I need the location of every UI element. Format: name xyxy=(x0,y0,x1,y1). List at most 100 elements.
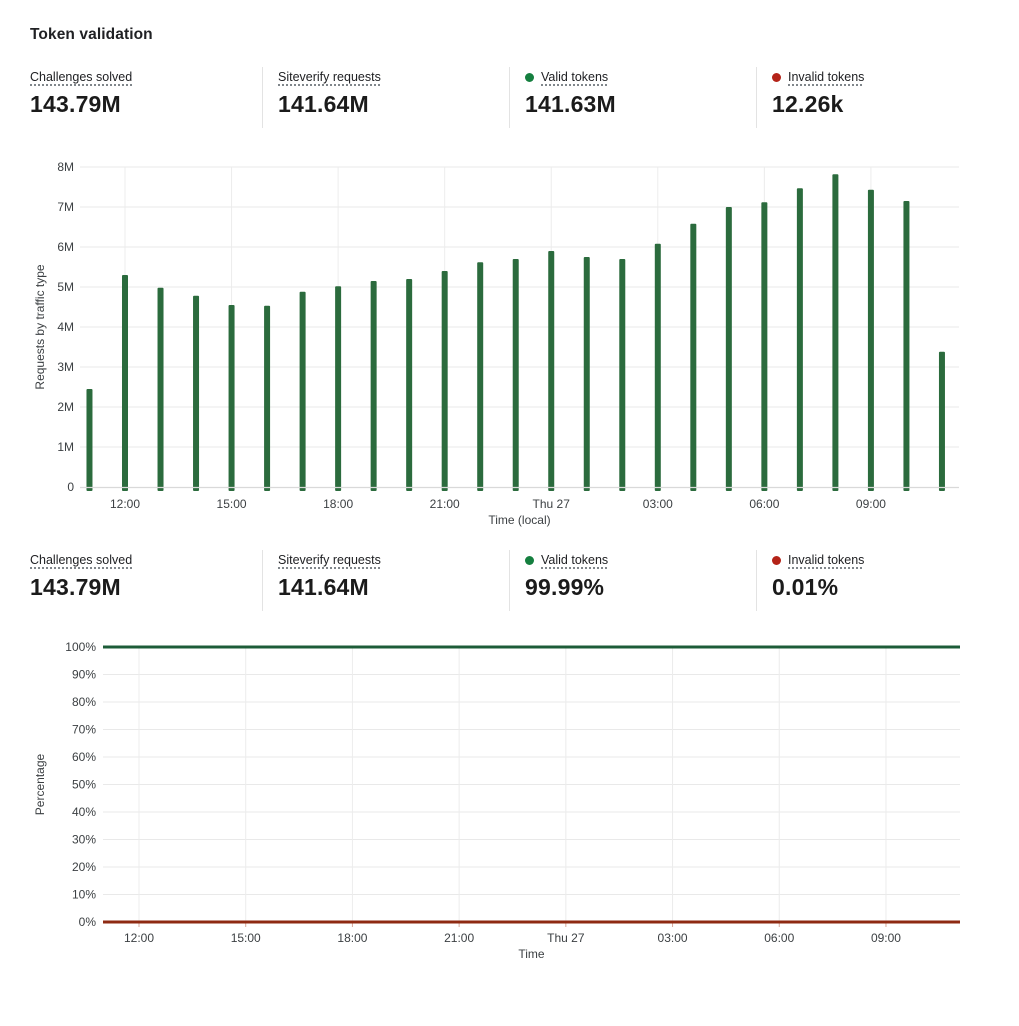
invalid-tokens-dot-icon xyxy=(772,555,781,565)
stat-valid-tokens-pct: Valid tokens 99.99% xyxy=(509,550,756,611)
y-tick-label: 5M xyxy=(57,280,74,294)
traffic-bar-chart[interactable]: 0 1M 2M 3M 4M 5M 6M 7M 8M 12:00 15:00 18:00 21:00 Thu… xyxy=(30,152,989,532)
bar[interactable] xyxy=(583,257,590,491)
bar[interactable] xyxy=(761,202,768,491)
bar[interactable] xyxy=(441,271,448,491)
y-tick-label: 100% xyxy=(65,640,96,654)
stat-value-challenges-solved: 143.79M xyxy=(30,574,121,600)
y-tick-label: 1M xyxy=(57,440,74,454)
stat-label-challenges-solved[interactable]: Challenges solved xyxy=(30,70,133,84)
bar[interactable] xyxy=(228,305,235,491)
bar[interactable] xyxy=(832,174,839,491)
bars[interactable] xyxy=(86,174,945,492)
stat-value-siteverify-requests: 141.64M xyxy=(278,91,369,117)
x-tick-label: 09:00 xyxy=(871,931,901,945)
bar[interactable] xyxy=(193,295,200,491)
stat-invalid-tokens-pct: Invalid tokens 0.01% xyxy=(756,550,1003,611)
bar[interactable] xyxy=(690,223,697,492)
stat-label-challenges-solved[interactable]: Challenges solved xyxy=(30,553,133,567)
gridlines xyxy=(103,646,960,922)
bar[interactable] xyxy=(477,262,484,491)
bar[interactable] xyxy=(548,251,555,491)
stats-row-top: Challenges solved 143.79M Siteverify req… xyxy=(30,67,989,128)
stat-label-valid-tokens[interactable]: Valid tokens xyxy=(541,70,609,84)
x-tick-label: 21:00 xyxy=(444,931,474,945)
bar[interactable] xyxy=(122,275,128,491)
y-tick-label: 7M xyxy=(57,200,74,214)
stat-siteverify-requests: Siteverify requests 141.64M xyxy=(262,67,509,128)
gridlines xyxy=(80,166,959,487)
stat-valid-tokens: Valid tokens 141.63M xyxy=(509,67,756,128)
stat-siteverify-requests-pct: Siteverify requests 141.64M xyxy=(262,550,509,611)
y-tick-label: 6M xyxy=(57,240,74,254)
y-tick-label: 20% xyxy=(72,860,96,874)
stat-label-invalid-tokens[interactable]: Invalid tokens xyxy=(788,553,865,567)
x-tick-label: 12:00 xyxy=(124,931,154,945)
y-tick-label: 80% xyxy=(72,695,96,709)
page-title: Token validation xyxy=(30,26,153,43)
stat-label-invalid-tokens[interactable]: Invalid tokens xyxy=(788,70,865,84)
bar[interactable] xyxy=(725,207,732,491)
bar[interactable] xyxy=(86,389,93,491)
token-validation-panel: Token validation Challenges solved 143.7… xyxy=(30,26,989,977)
y-axis-title: Percentage xyxy=(33,753,47,815)
bar[interactable] xyxy=(370,281,377,491)
stat-value-invalid-tokens-pct: 0.01% xyxy=(772,574,839,600)
bar[interactable] xyxy=(157,287,164,491)
y-tick-label: 8M xyxy=(57,160,74,174)
bar[interactable] xyxy=(264,305,271,491)
x-tick-label: 03:00 xyxy=(643,497,673,511)
series-lines[interactable] xyxy=(103,645,960,924)
y-tick-label: 40% xyxy=(72,805,96,819)
y-axis-title: Requests by traffic type xyxy=(33,264,47,390)
stat-value-valid-tokens: 141.63M xyxy=(525,91,616,117)
stat-value-challenges-solved: 143.79M xyxy=(30,91,121,117)
x-tick-label: 18:00 xyxy=(337,931,367,945)
stat-invalid-tokens: Invalid tokens 12.26k xyxy=(756,67,1003,128)
valid-tokens-dot-icon xyxy=(525,72,534,82)
stats-row-bottom: Challenges solved 143.79M Siteverify req… xyxy=(30,550,989,611)
x-tick-label: 21:00 xyxy=(430,497,460,511)
x-tick-label: 06:00 xyxy=(749,497,779,511)
bar[interactable] xyxy=(903,201,910,491)
x-tick-label: 03:00 xyxy=(658,931,688,945)
bar[interactable] xyxy=(512,259,519,491)
bar[interactable] xyxy=(406,279,413,491)
bar[interactable] xyxy=(654,243,661,491)
x-tick-label: 12:00 xyxy=(110,497,140,511)
valid-tokens-dot-icon xyxy=(525,555,534,565)
y-tick-label: 50% xyxy=(72,778,96,792)
x-tick-label: Thu 27 xyxy=(547,931,585,945)
y-tick-label: 0% xyxy=(79,915,97,929)
stat-label-valid-tokens[interactable]: Valid tokens xyxy=(541,553,609,567)
y-tick-label: 3M xyxy=(57,360,74,374)
y-tick-label: 60% xyxy=(72,750,96,764)
bar[interactable] xyxy=(796,188,803,491)
percentage-line-chart[interactable]: 0% 10% 20% 30% 40% 50% 60% 70% 80% 90% 100% 12:00 15… xyxy=(30,637,989,977)
stat-value-siteverify-requests: 141.64M xyxy=(278,574,369,600)
invalid-tokens-dot-icon xyxy=(772,72,781,82)
y-tick-label: 90% xyxy=(72,668,96,682)
bar[interactable] xyxy=(619,259,626,491)
y-tick-label: 10% xyxy=(72,888,96,902)
x-tick-label: 15:00 xyxy=(217,497,247,511)
stat-value-invalid-tokens: 12.26k xyxy=(772,91,844,117)
bar[interactable] xyxy=(867,189,874,492)
stat-value-valid-tokens-pct: 99.99% xyxy=(525,574,605,600)
y-tick-label: 2M xyxy=(57,400,74,414)
stat-label-siteverify-requests[interactable]: Siteverify requests xyxy=(278,70,381,84)
stat-challenges-solved-pct: Challenges solved 143.79M xyxy=(30,550,262,611)
y-tick-label: 30% xyxy=(72,833,96,847)
x-tick-label: Thu 27 xyxy=(533,497,571,511)
bar[interactable] xyxy=(938,351,945,491)
y-tick-label: 0 xyxy=(67,480,74,494)
stat-label-siteverify-requests[interactable]: Siteverify requests xyxy=(278,553,381,567)
x-axis-title: Time (local) xyxy=(488,513,550,527)
x-tick-label: 06:00 xyxy=(764,931,794,945)
bar[interactable] xyxy=(299,291,306,491)
x-axis-title: Time xyxy=(518,947,545,961)
x-tick-label: 18:00 xyxy=(323,497,353,511)
bar[interactable] xyxy=(335,286,342,491)
x-tick-label: 15:00 xyxy=(231,931,261,945)
stat-challenges-solved: Challenges solved 143.79M xyxy=(30,67,262,128)
